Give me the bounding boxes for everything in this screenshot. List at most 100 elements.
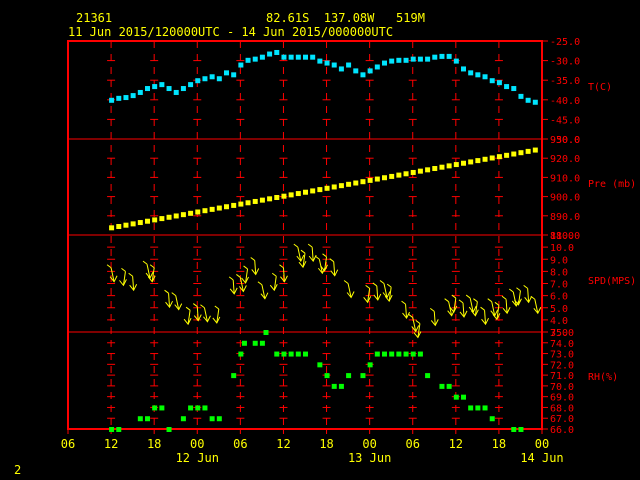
temperature-point — [116, 95, 122, 101]
y-tick-label: -35.0 — [550, 76, 580, 87]
pressure-point — [489, 155, 495, 161]
x-tick-label: 06 — [233, 437, 247, 451]
humidity-point — [468, 405, 474, 411]
wind-barb-tail — [386, 283, 392, 288]
humidity-point — [295, 351, 301, 357]
wind-barb-head — [373, 293, 382, 301]
y-tick-label: 67.0 — [550, 414, 574, 425]
pressure-point — [331, 184, 337, 190]
pressure-point — [159, 216, 165, 222]
pressure-point — [195, 209, 201, 215]
wind-barb-head — [212, 316, 221, 324]
pressure-point — [152, 217, 158, 223]
temperature-point — [188, 82, 194, 88]
wind-barb-head — [320, 264, 328, 272]
temperature-point — [109, 97, 115, 103]
wind-barb — [239, 277, 244, 292]
pressure-point — [288, 192, 294, 198]
temperature-point — [152, 84, 158, 90]
humidity-point — [145, 416, 150, 422]
humidity-point — [241, 340, 247, 346]
wind-barb-tail — [501, 295, 507, 300]
pressure-point — [353, 180, 359, 186]
temperature-point — [216, 76, 222, 82]
y-tick-label: 66.0 — [550, 425, 574, 436]
pressure-point — [116, 224, 122, 230]
wind-barb-tail — [458, 299, 464, 304]
wind-barb — [324, 256, 328, 271]
wind-barb — [146, 263, 151, 279]
temperature-point — [288, 54, 294, 60]
pressure-point — [360, 179, 366, 185]
wind-barb-tail — [236, 274, 241, 278]
humidity-point — [338, 383, 344, 389]
wind-barb — [496, 305, 500, 320]
wind-barb — [388, 287, 392, 302]
wind-barb-head — [260, 292, 269, 300]
humidity-point — [382, 351, 387, 357]
wind-barb-head — [346, 291, 355, 299]
wind-barb-tail — [322, 253, 327, 258]
wind-barb-head — [470, 309, 479, 317]
wind-barb-head — [402, 311, 410, 320]
temperature-point — [252, 56, 258, 62]
y-tick-label: 6.0 — [550, 292, 568, 303]
wind-barb-tail — [307, 243, 313, 248]
wind-barb-head — [411, 325, 420, 333]
pressure-point — [310, 188, 316, 194]
station-location: 82.61S 137.08W 519M — [266, 11, 425, 25]
wind-barb — [453, 297, 457, 313]
humidity-point — [475, 405, 481, 411]
wind-barb — [282, 267, 285, 282]
wind-barb — [491, 301, 496, 316]
wind-barb — [122, 271, 126, 286]
temperature-point — [432, 54, 438, 60]
pressure-point — [317, 187, 323, 193]
temperature-point — [195, 78, 201, 84]
wind-barb-tail — [243, 265, 248, 270]
wind-barb — [534, 299, 539, 314]
pressure-point — [496, 154, 502, 160]
pressure-point — [389, 173, 395, 179]
temperature-point — [518, 93, 524, 99]
temperature-point — [374, 64, 380, 70]
wind-barb-tail — [121, 267, 126, 272]
temperature-point — [202, 76, 208, 82]
wind-barb-tail — [228, 276, 234, 281]
y-tick-label: 69.0 — [550, 393, 574, 404]
pressure-point — [130, 221, 136, 227]
temperature-point — [367, 68, 373, 74]
humidity-point — [489, 416, 495, 422]
pressure-point — [482, 156, 488, 162]
pressure-point — [216, 205, 222, 211]
wind-barb-tail — [408, 314, 414, 318]
temperature-point — [403, 57, 409, 63]
wind-barb — [245, 268, 249, 284]
wind-barb — [474, 301, 478, 316]
wind-barb — [168, 293, 171, 308]
wind-barb-tail — [142, 260, 148, 265]
wind-barb — [187, 310, 191, 325]
wind-barb-head — [490, 309, 499, 317]
humidity-point — [137, 416, 143, 422]
wind-barb-head — [382, 291, 391, 299]
temperature-point — [382, 60, 387, 66]
humidity-point — [410, 351, 416, 357]
wind-barb — [383, 283, 388, 298]
wind-barb — [196, 306, 199, 321]
panel-label-humidity: RH(%) — [588, 372, 618, 383]
wind-barb — [462, 302, 465, 317]
temperature-point — [209, 74, 215, 80]
pressure-point — [417, 168, 423, 174]
wind-barb-head — [165, 300, 173, 309]
temperature-point — [360, 72, 366, 78]
humidity-point — [403, 351, 409, 357]
humidity-point — [116, 427, 122, 432]
wind-barb-tail — [429, 307, 435, 312]
wind-barb-head — [241, 276, 249, 284]
wind-barb-tail — [128, 272, 133, 277]
temperature-point — [482, 74, 488, 80]
pressure-point — [267, 196, 273, 202]
temperature-point — [137, 89, 143, 95]
y-tick-label: 73.0 — [550, 350, 574, 361]
